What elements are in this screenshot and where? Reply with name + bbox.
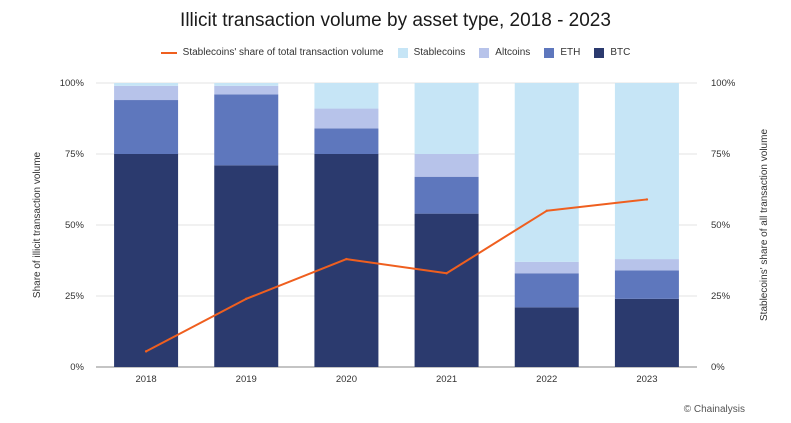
bar-altcoins-2019 xyxy=(214,85,279,95)
y-tick-label: 75% xyxy=(65,149,85,160)
x-tick-label: 2021 xyxy=(436,374,457,385)
legend-swatch-altcoins xyxy=(479,47,490,58)
x-tick-label: 2018 xyxy=(136,374,157,385)
bar-eth-2021 xyxy=(414,176,479,214)
x-tick-label: 2019 xyxy=(236,374,257,385)
bar-altcoins-2018 xyxy=(114,85,179,101)
x-tick-label: 2022 xyxy=(536,374,557,385)
legend-label-line: Stablecoins' share of total transaction … xyxy=(182,47,384,58)
y-tick-label: 100% xyxy=(60,78,85,89)
chart-title: Illicit transaction volume by asset type… xyxy=(180,10,611,31)
legend-label-stablecoins: Stablecoins xyxy=(413,47,466,58)
line-point-2018 xyxy=(144,350,148,353)
legend-item-stablecoins: Stablecoins xyxy=(397,47,466,58)
line-series xyxy=(144,198,649,353)
bar-btc-2019 xyxy=(214,165,279,367)
credit: © Chainalysis xyxy=(683,404,745,415)
legend-label-btc: BTC xyxy=(610,47,631,58)
legend-swatch-btc xyxy=(594,47,605,58)
bar-stablecoins-2019 xyxy=(214,83,279,86)
line-point-2023 xyxy=(645,198,649,201)
y2-tick-label: 100% xyxy=(711,78,736,89)
bar-eth-2022 xyxy=(514,273,579,308)
bar-btc-2020 xyxy=(314,154,379,367)
legend-label-altcoins: Altcoins xyxy=(495,47,531,58)
bar-stablecoins-2023 xyxy=(614,83,679,260)
y2-tick-label: 0% xyxy=(711,362,725,373)
y-axis-title: Share of illicit transaction volume xyxy=(32,151,43,298)
y2-tick-label: 75% xyxy=(711,149,731,160)
bar-altcoins-2020 xyxy=(314,108,379,129)
legend-item-altcoins: Altcoins xyxy=(479,47,530,58)
bar-btc-2023 xyxy=(614,298,679,367)
bar-btc-2022 xyxy=(514,307,579,367)
line-point-2022 xyxy=(545,209,548,212)
line-point-2021 xyxy=(445,272,448,275)
bar-eth-2018 xyxy=(114,100,179,154)
line-point-2020 xyxy=(345,257,348,261)
bar-eth-2023 xyxy=(614,270,679,299)
bar-eth-2019 xyxy=(214,94,279,166)
bar-stablecoins-2018 xyxy=(114,83,179,86)
legend: Stablecoins' share of total transaction … xyxy=(0,47,791,58)
y2-tick-label: 25% xyxy=(711,291,731,302)
gridlines xyxy=(96,82,697,368)
bar-altcoins-2022 xyxy=(514,261,579,274)
y-tick-label: 25% xyxy=(65,291,85,302)
legend-swatch-stablecoins xyxy=(397,47,408,58)
x-tick-label: 2020 xyxy=(336,374,357,385)
bar-stablecoins-2021 xyxy=(414,83,479,154)
axes: 0% 25% 50% 75% 100% 0% 25% 50% 75% 100% 2018 2019 20… xyxy=(32,78,770,385)
legend-swatch-line xyxy=(160,51,177,54)
legend-swatch-eth xyxy=(544,47,555,58)
bars xyxy=(114,83,679,367)
bar-eth-2020 xyxy=(314,128,379,154)
bar-stablecoins-2022 xyxy=(514,83,579,262)
stablecoin-share-line xyxy=(145,198,648,353)
bar-btc-2021 xyxy=(414,213,479,367)
bar-altcoins-2023 xyxy=(614,259,679,271)
bar-stablecoins-2020 xyxy=(314,83,379,109)
legend-label-eth: ETH xyxy=(560,47,581,58)
y-tick-label: 0% xyxy=(70,362,84,373)
legend-item-line: Stablecoins' share of total transaction … xyxy=(160,47,384,58)
y2-tick-label: 50% xyxy=(711,220,731,231)
bar-altcoins-2021 xyxy=(414,154,479,177)
y2-axis-title: Stablecoins' share of all transaction vo… xyxy=(759,129,770,321)
bar-btc-2018 xyxy=(114,154,179,367)
line-point-2019 xyxy=(245,297,248,301)
x-tick-label: 2023 xyxy=(636,374,657,385)
legend-item-eth: ETH xyxy=(544,47,580,58)
y-tick-label: 50% xyxy=(65,220,85,231)
legend-item-btc: BTC xyxy=(594,47,630,58)
